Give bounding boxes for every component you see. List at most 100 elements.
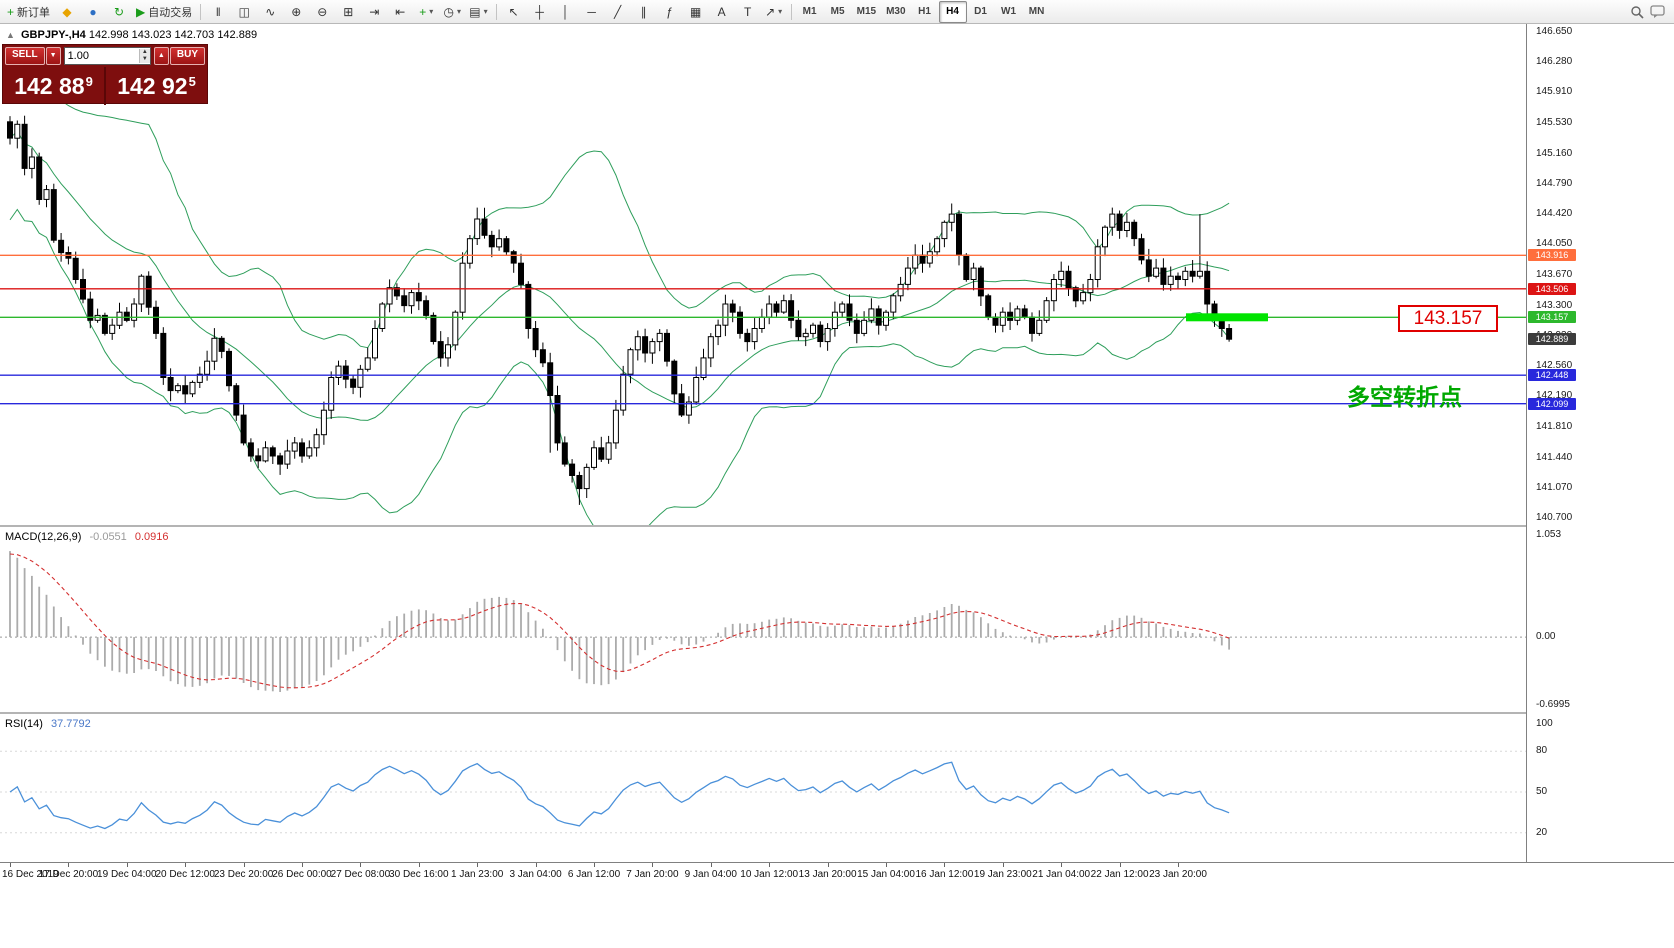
time-tick	[243, 863, 245, 867]
timeframe-h1-button[interactable]: H1	[918, 6, 931, 17]
price-alert-box[interactable]: 143.157	[1398, 305, 1498, 332]
candle-body	[620, 373, 627, 411]
candle-body	[707, 336, 714, 359]
sell-button[interactable]: SELL	[5, 47, 45, 65]
zoom-in-button[interactable]: ⊕	[283, 1, 309, 23]
volume-down-icon[interactable]: ▼	[138, 56, 150, 63]
scale-tick: 146.280	[1536, 56, 1573, 68]
scale-tick: 140.700	[1536, 512, 1573, 523]
candle-body	[481, 218, 488, 236]
time-axis[interactable]: 16 Dec 2019 17 Dec 20:00 19 Dec 04:00 20 De…	[0, 862, 1674, 887]
candle-body	[642, 336, 649, 354]
candle-body	[160, 332, 167, 378]
price-chart[interactable]	[0, 24, 1526, 525]
time-label: 10 Jan 12:00	[740, 869, 799, 880]
price-scale[interactable]: 146.650 146.280 145.910 145.530 145.160 144.7…	[1526, 24, 1674, 862]
periods-button[interactable]: ◷ ▾	[439, 1, 465, 23]
timeframe-m1-button[interactable]: M1	[802, 6, 817, 17]
zoom-out-icon: ⊖	[317, 4, 328, 19]
new-order-button[interactable]: + 新订单	[3, 1, 54, 23]
trendline-button[interactable]: ╱	[605, 1, 631, 23]
templates-button[interactable]: ▤ ▾	[465, 1, 491, 23]
candle-body	[277, 455, 284, 465]
timeframe-m30-button[interactable]: M30	[886, 6, 906, 17]
horizontal-line-button[interactable]: ─	[579, 1, 605, 23]
cursor-button[interactable]: ↖	[501, 1, 527, 23]
timeframe-m5-button[interactable]: M5	[830, 6, 845, 17]
candle-body	[196, 373, 203, 383]
cursor-icon: ↖	[508, 4, 519, 19]
line-chart-button[interactable]: ∿	[257, 1, 283, 23]
candle-body	[1072, 287, 1079, 302]
candle-body	[335, 365, 342, 379]
candle-body	[459, 262, 466, 313]
candle-body	[1153, 267, 1160, 277]
macd-main-value: -0.0551	[89, 531, 127, 543]
candle-body	[474, 218, 481, 240]
refresh-button[interactable]: ↻	[106, 1, 132, 23]
sell-dropdown-arrow-icon[interactable]: ▼	[45, 47, 61, 65]
volume-up-icon[interactable]: ▲	[138, 49, 150, 56]
timeframe-mn-button[interactable]: MN	[1028, 6, 1045, 17]
turning-point-note[interactable]: 多空转折点	[1347, 384, 1462, 410]
time-tick	[477, 863, 479, 867]
search-button[interactable]	[1630, 5, 1644, 19]
buy-button[interactable]: BUY	[169, 47, 205, 65]
arrows-button[interactable]: ↗ ▾	[761, 1, 787, 23]
symbol-label: GBPJPY-,H4	[20, 29, 86, 41]
thick-green-segment[interactable]	[1186, 313, 1268, 322]
chat-button[interactable]	[1650, 4, 1665, 19]
time-tick	[944, 863, 946, 867]
timeframe-d1-button[interactable]: D1	[974, 6, 987, 17]
sell-price[interactable]: 142 88 9	[3, 67, 104, 105]
candle-body	[503, 238, 510, 253]
collapse-icon[interactable]: ▲	[6, 30, 15, 40]
text-label-button[interactable]: T	[735, 1, 761, 23]
auto-scroll-button[interactable]: ⇥	[361, 1, 387, 23]
buy-price[interactable]: 142 92 5	[106, 67, 207, 105]
price-tag-143.916: 143.916	[1528, 249, 1576, 262]
fibonacci-button[interactable]: ƒ	[657, 1, 683, 23]
indicators-button[interactable]: + ▾	[413, 1, 439, 23]
scale-tick: 141.070	[1536, 481, 1573, 493]
chat-icon	[1650, 4, 1665, 18]
zoom-out-button[interactable]: ⊖	[309, 1, 335, 23]
chart-shift-button[interactable]: ⇤	[387, 1, 413, 23]
candle-body	[262, 447, 269, 462]
candle-body	[408, 292, 415, 307]
timeframe-h4-button[interactable]: H4	[938, 0, 967, 23]
candle-body	[1109, 213, 1116, 228]
pane-splitter[interactable]	[0, 525, 1674, 527]
candle-body	[1226, 328, 1233, 340]
buy-dropdown-arrow-icon[interactable]: ▲	[153, 47, 169, 65]
candle-body	[320, 409, 327, 436]
vertical-line-button[interactable]: │	[553, 1, 579, 23]
volume-input[interactable]	[64, 49, 139, 63]
terminal-button[interactable]: ●	[80, 1, 106, 23]
autotrading-button[interactable]: ▶ 自动交易	[132, 1, 196, 23]
metaeditor-button[interactable]: ◆	[54, 1, 80, 23]
crosshair-button[interactable]: ┼	[527, 1, 553, 23]
candle-body	[912, 254, 919, 269]
pane-splitter[interactable]	[0, 712, 1674, 714]
templates-icon: ▤	[469, 4, 481, 19]
rsi-chart[interactable]	[0, 714, 1526, 862]
scale-tick: 142.560	[1536, 360, 1573, 372]
candlestick-button[interactable]: ◫	[231, 1, 257, 23]
candle-body	[36, 156, 43, 200]
candle-body	[189, 381, 196, 395]
candle-body	[313, 434, 320, 449]
candle-body	[664, 332, 670, 362]
tile-windows-button[interactable]: ⊞	[335, 1, 361, 23]
volume-field: ▲ ▼	[63, 47, 151, 65]
channel-button[interactable]: ∥	[631, 1, 657, 23]
timeframe-m15-button[interactable]: M15	[856, 6, 877, 17]
dropdown-arrow-icon: ▾	[456, 7, 461, 16]
candle-body	[569, 463, 576, 477]
bar-chart-button[interactable]: ‖	[205, 1, 231, 23]
macd-chart[interactable]	[0, 527, 1526, 712]
shapes-button[interactable]: ▦	[683, 1, 709, 23]
candle-body	[109, 324, 116, 334]
timeframe-w1-button[interactable]: W1	[1001, 6, 1017, 17]
text-button[interactable]: A	[709, 1, 735, 23]
